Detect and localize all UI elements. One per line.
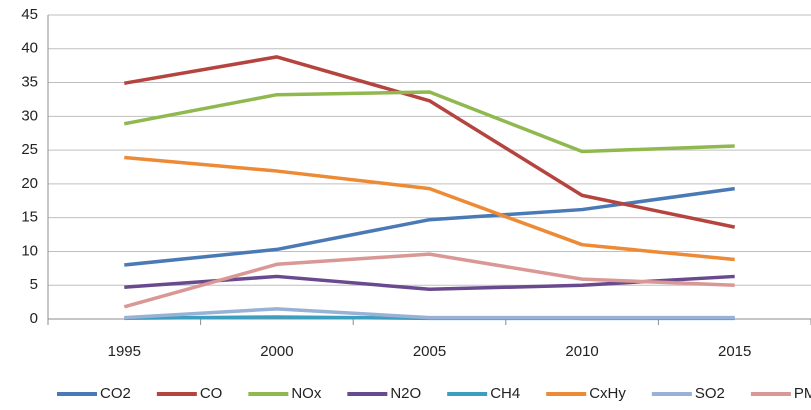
y-tick-label: 40 [21, 40, 38, 57]
legend-label: CH4 [490, 385, 520, 402]
series-line [124, 55, 736, 229]
y-tick-label: 30 [21, 107, 38, 124]
legend-label: PM [794, 385, 811, 402]
y-tick-label: 25 [21, 141, 38, 158]
series-line [123, 90, 735, 154]
series-line [124, 186, 735, 267]
legend-label: N2O [390, 385, 421, 402]
y-tick-label: 35 [21, 74, 38, 91]
y-tick-label: 0 [30, 310, 38, 327]
series-line [123, 252, 735, 309]
x-tick-label: 2005 [413, 343, 446, 360]
legend-label: NOx [291, 385, 322, 402]
y-tick-label: 15 [21, 209, 38, 226]
x-tick-label: 2000 [260, 343, 293, 360]
y-tick-label: 20 [21, 175, 38, 192]
y-tick-label: 5 [30, 276, 38, 293]
legend-label: CO2 [100, 385, 131, 402]
series-line [124, 307, 735, 320]
legend-label: SO2 [695, 385, 725, 402]
x-tick-label: 2015 [718, 343, 751, 360]
legend-label: CO [200, 385, 223, 402]
x-tick-label: 2010 [565, 343, 598, 360]
series-line [124, 155, 735, 262]
y-tick-label: 10 [21, 242, 38, 259]
y-tick-label: 45 [21, 6, 38, 23]
x-tick-label: 1995 [108, 343, 141, 360]
legend-label: CxHy [589, 385, 626, 402]
